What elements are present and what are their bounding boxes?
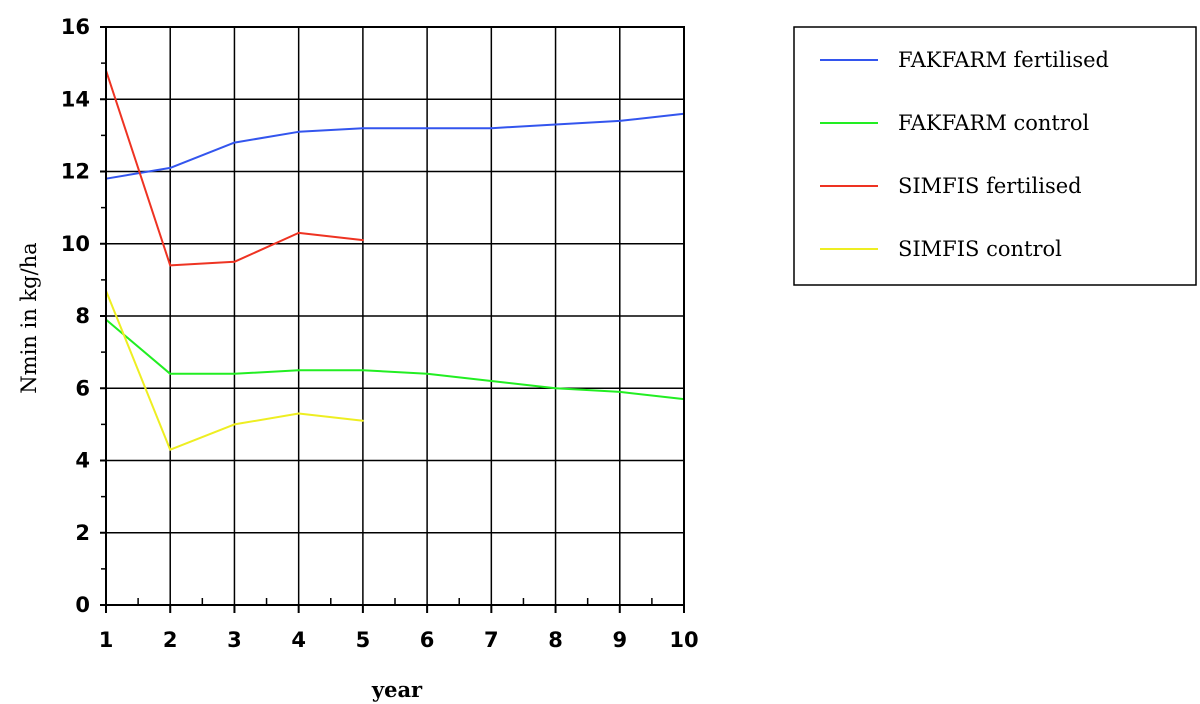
y-tick-label: 14 [61,87,90,111]
data-point [490,127,493,130]
data-point [297,369,300,372]
x-tick-label: 2 [163,628,178,652]
legend-entry: FAKFARM control [820,111,1090,135]
legend-label: SIMFIS fertilised [898,174,1082,198]
legend-label: FAKFARM control [898,111,1090,135]
data-point [233,423,236,426]
data-point [233,372,236,375]
data-point [361,369,364,372]
data-point [169,166,172,169]
y-tick-label: 16 [61,15,90,39]
data-point [297,130,300,133]
data-point [361,239,364,242]
data-point [618,119,621,122]
data-point [554,387,557,390]
legend-box [793,26,1197,286]
x-tick-label: 10 [669,628,698,652]
series-line-fakfarm-control [105,318,685,401]
y-tick-label: 12 [61,160,90,184]
data-point [490,380,493,383]
y-tick-label: 4 [75,449,90,473]
data-point [426,127,429,130]
data-point [618,390,621,393]
legend-label: SIMFIS control [898,237,1062,261]
legend-entry: SIMFIS control [820,237,1062,261]
data-point [297,231,300,234]
data-point [361,127,364,130]
x-tick-label: 9 [612,628,627,652]
x-tick-label: 6 [420,628,435,652]
legend-entry: FAKFARM fertilised [820,48,1109,72]
x-tick-label: 1 [99,628,114,652]
y-axis-label: Nmin in kg/ha [17,242,41,393]
x-tick-label: 3 [227,628,242,652]
data-point [169,448,172,451]
x-tick-label: 7 [484,628,499,652]
x-tick-label: 4 [291,628,306,652]
data-point [233,260,236,263]
data-point [169,264,172,267]
y-tick-label: 6 [75,376,90,400]
x-tick-label: 5 [356,628,371,652]
legend-entry: SIMFIS fertilised [820,174,1082,198]
y-tick-label: 0 [75,593,90,617]
series-line-fakfarm-fertilised [105,112,685,180]
y-tick-label: 8 [75,304,90,328]
series-lines [105,69,685,451]
legend: FAKFARM fertilised FAKFARM control SIMFI… [793,26,1197,286]
x-tick-labels: 1 2 3 4 5 6 7 8 9 10 [99,628,699,652]
plot-border [105,26,685,606]
x-axis-label: year [371,677,423,702]
data-point [554,123,557,126]
data-point [169,372,172,375]
data-point [426,372,429,375]
data-point [297,412,300,415]
y-tick-label: 2 [75,521,90,545]
y-tick-label: 10 [61,232,90,256]
x-tick-label: 8 [548,628,563,652]
data-point [361,419,364,422]
legend-label: FAKFARM fertilised [898,48,1109,72]
y-tick-labels: 0 2 4 6 8 10 12 14 16 [61,15,90,617]
data-point [233,141,236,144]
